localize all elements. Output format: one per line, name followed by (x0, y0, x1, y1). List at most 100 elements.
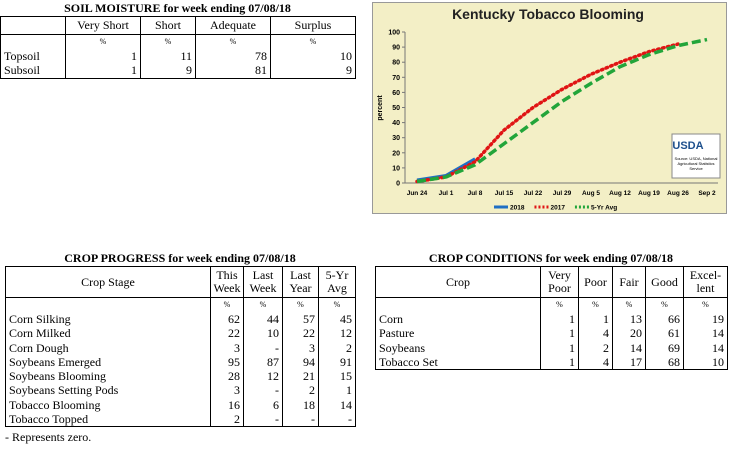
legend-label: 2018 (510, 205, 525, 212)
table-cell: 3 (282, 340, 319, 355)
table-cell: 22 (282, 326, 319, 341)
legend-label: 5-Yr Avg (591, 205, 617, 212)
soil-moisture: SOIL MOISTURE for week ending 07/08/18 V… (0, 0, 356, 79)
units-row: %%%% (5, 297, 356, 312)
table-cell: Topsoil (0, 49, 66, 64)
table-title: CROP CONDITIONS for week ending 07/08/18 (428, 251, 674, 265)
crop-progress: CROP PROGRESS for week ending 07/08/18 C… (5, 250, 356, 445)
unit: % (612, 297, 646, 312)
table-row: Soybeans 1 2 14 69 14 (375, 340, 728, 355)
table-cell: Tobacco Topped (5, 412, 211, 428)
table-cell (375, 297, 541, 312)
table-cell: 2 (282, 383, 319, 398)
y-tick-label: 20 (392, 150, 400, 157)
table-cell: Corn Silking (5, 312, 211, 327)
table-cell: 6 (243, 397, 283, 413)
x-tick-label: Aug 12 (609, 190, 631, 197)
table-cell: 10 (683, 354, 728, 371)
column-header: Last Year (282, 266, 319, 298)
table-cell: 1 (540, 340, 579, 355)
unit: % (243, 297, 283, 312)
legend-label: 2017 (550, 205, 565, 212)
unit: % (65, 34, 141, 49)
table-row: Pasture 1 4 20 61 14 (375, 326, 728, 341)
table-cell: 12 (318, 326, 356, 341)
column-header: Very Short (65, 16, 141, 35)
unit: % (318, 297, 356, 312)
table-cell: 12 (243, 369, 283, 384)
header-row: Crop Stage This Week Last Week Last Year 5-Y… (5, 266, 356, 298)
table-cell: 44 (243, 312, 283, 327)
table-cell: 69 (645, 340, 684, 355)
table-cell: 11 (140, 49, 196, 64)
table-cell: Tobacco Blooming (5, 397, 211, 413)
table-cell: 57 (282, 312, 319, 327)
table: Crop Stage This Week Last Week Last Year 5-Y… (5, 266, 356, 428)
y-axis-label: percent (377, 95, 384, 121)
table-cell: 95 (210, 354, 244, 370)
table-cell: Corn Milked (5, 326, 211, 341)
table-cell: Soybeans (375, 340, 541, 355)
header-row: Crop Very Poor Poor Fair Good Excel- lent (375, 266, 728, 298)
table-row: Subsoil 1 9 81 9 (0, 63, 356, 79)
table-cell: 1 (540, 326, 579, 341)
table-cell: 22 (210, 326, 244, 341)
y-tick-label: 60 (392, 90, 400, 97)
unit: % (683, 297, 728, 312)
table-cell: Soybeans Setting Pods (5, 383, 211, 398)
table-cell: Soybeans Blooming (5, 369, 211, 384)
x-tick-label: Sep 2 (698, 190, 716, 197)
table-row: Soybeans Blooming 28 12 21 15 (5, 369, 356, 384)
unit: % (140, 34, 196, 49)
table-cell: 87 (243, 354, 283, 370)
table-cell: Pasture (375, 326, 541, 341)
x-tick-label: Jul 15 (495, 190, 514, 197)
table-cell: 15 (318, 369, 356, 384)
column-header (0, 16, 66, 35)
unit: % (210, 297, 244, 312)
units-row: %%%% (0, 34, 356, 49)
table-row: Tobacco Set 1 4 17 68 10 (375, 354, 728, 371)
logo: USDA (672, 140, 703, 152)
crop-conditions: CROP CONDITIONS for week ending 07/08/18… (375, 250, 728, 371)
y-tick-label: 80 (392, 60, 400, 67)
table-cell (0, 34, 66, 49)
table-cell: 10 (270, 49, 356, 64)
unit: % (282, 297, 319, 312)
table-cell: 68 (645, 354, 684, 371)
unit: % (578, 297, 613, 312)
table-cell: 14 (683, 340, 728, 355)
column-header: Last Week (243, 266, 283, 298)
table-cell: 14 (612, 340, 646, 355)
column-header: Crop (375, 266, 541, 298)
y-tick-label: 10 (392, 165, 400, 172)
table-cell: 81 (195, 63, 271, 79)
table-cell: - (318, 412, 356, 428)
column-header: Very Poor (540, 266, 579, 298)
table-cell: 10 (243, 326, 283, 341)
table-cell: 2 (210, 412, 244, 428)
source-box: Source: USDA, National Agricultural Stat… (675, 156, 718, 171)
table-cell: 3 (210, 340, 244, 355)
x-tick-label: Jul 29 (553, 190, 572, 197)
table-cell: 18 (282, 397, 319, 413)
table-cell: 17 (612, 354, 646, 371)
table-cell: 4 (578, 354, 613, 371)
table-row: Soybeans Emerged 95 87 94 91 (5, 354, 356, 370)
unit: % (645, 297, 684, 312)
column-header: This Week (210, 266, 244, 298)
chart: Kentucky Tobacco Blooming percent USDA S… (372, 2, 727, 214)
column-header: Excel- lent (683, 266, 728, 298)
column-header: 5-Yr Avg (318, 266, 356, 298)
column-header: Surplus (270, 16, 356, 35)
table-cell: 28 (210, 369, 244, 384)
table-cell: 1 (540, 312, 579, 327)
table-cell: 14 (683, 326, 728, 341)
table-row: Soybeans Setting Pods 3-2 1 (5, 383, 356, 398)
column-header: Short (140, 16, 196, 35)
y-tick-label: 100 (388, 30, 400, 37)
table-row: Topsoil 1 11 78 10 (0, 49, 356, 64)
table-cell: - (282, 412, 319, 428)
units-row: %%%%% (375, 297, 728, 312)
unit: % (195, 34, 271, 49)
